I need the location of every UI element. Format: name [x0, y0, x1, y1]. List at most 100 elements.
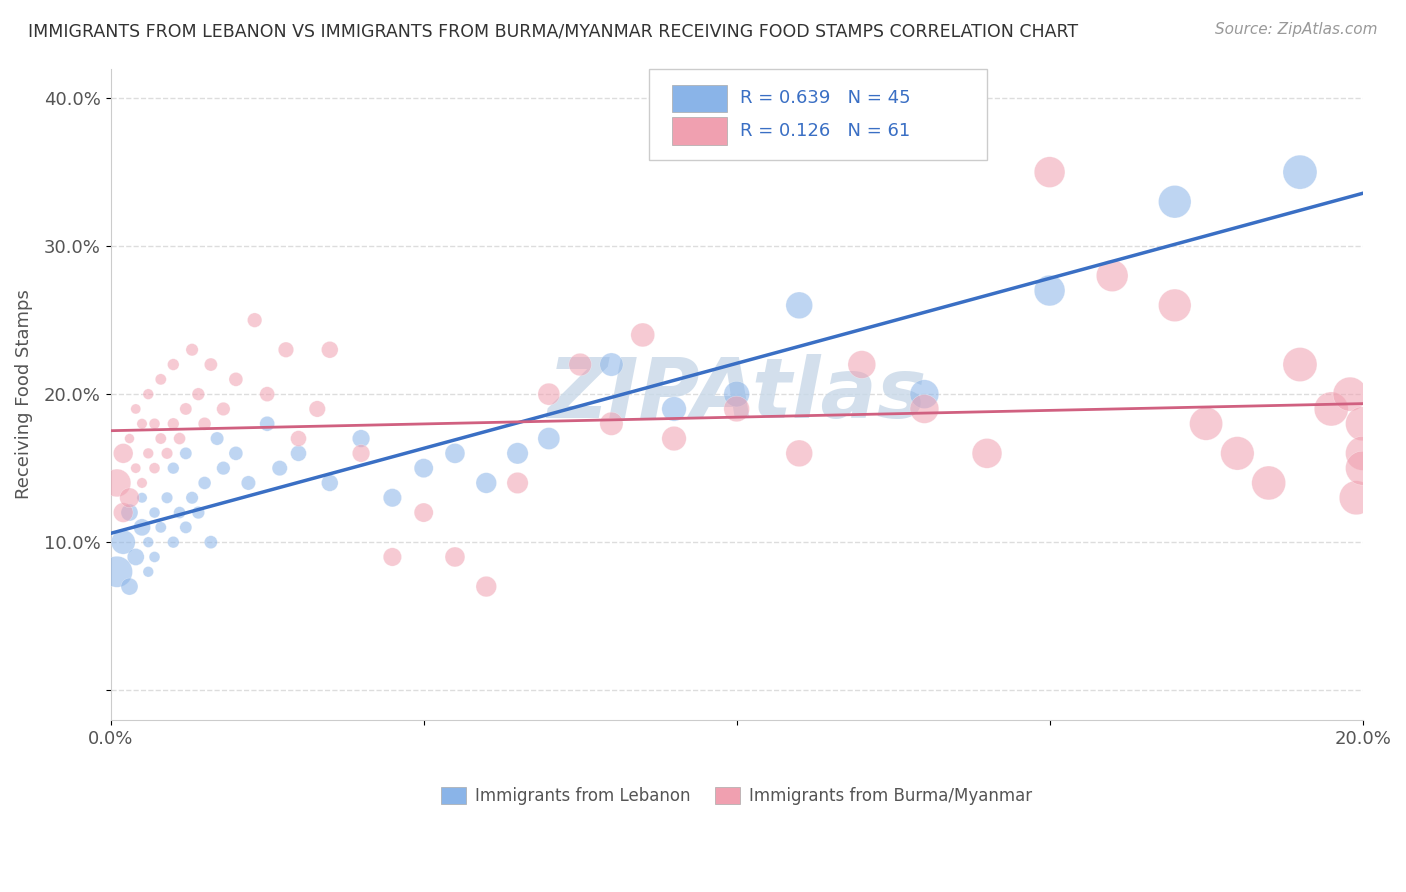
- Point: [118, 491, 141, 505]
- Point: [1226, 446, 1249, 460]
- Point: [200, 358, 222, 372]
- Point: [725, 387, 748, 401]
- Point: [1351, 417, 1374, 431]
- Point: [1164, 298, 1187, 312]
- Point: [162, 358, 184, 372]
- Point: [319, 475, 342, 490]
- Point: [287, 446, 309, 460]
- Text: R = 0.639   N = 45: R = 0.639 N = 45: [741, 89, 911, 107]
- Point: [537, 387, 560, 401]
- Point: [1195, 417, 1218, 431]
- Point: [381, 549, 404, 564]
- Point: [475, 475, 498, 490]
- Point: [569, 358, 592, 372]
- Point: [381, 491, 404, 505]
- Point: [238, 475, 260, 490]
- Point: [136, 446, 159, 460]
- Point: [1289, 165, 1312, 179]
- Point: [444, 446, 467, 460]
- Point: [243, 313, 266, 327]
- Point: [1039, 284, 1062, 298]
- Point: [187, 387, 209, 401]
- Point: [787, 298, 810, 312]
- FancyBboxPatch shape: [672, 85, 727, 112]
- Point: [256, 417, 278, 431]
- Point: [136, 387, 159, 401]
- Point: [112, 506, 135, 520]
- Point: [1289, 358, 1312, 372]
- Point: [1351, 446, 1374, 460]
- Point: [125, 401, 148, 416]
- Point: [274, 343, 297, 357]
- Point: [136, 535, 159, 549]
- Point: [287, 432, 309, 446]
- Point: [912, 401, 935, 416]
- Point: [131, 520, 153, 534]
- Point: [412, 506, 434, 520]
- Text: IMMIGRANTS FROM LEBANON VS IMMIGRANTS FROM BURMA/MYANMAR RECEIVING FOOD STAMPS C: IMMIGRANTS FROM LEBANON VS IMMIGRANTS FR…: [28, 22, 1078, 40]
- Point: [976, 446, 998, 460]
- Point: [662, 432, 685, 446]
- Point: [725, 401, 748, 416]
- Point: [143, 549, 166, 564]
- Point: [169, 432, 191, 446]
- Point: [125, 549, 148, 564]
- Point: [506, 475, 529, 490]
- Point: [125, 461, 148, 475]
- Point: [174, 520, 197, 534]
- Point: [1101, 268, 1123, 283]
- Point: [350, 432, 373, 446]
- Point: [912, 387, 935, 401]
- Point: [600, 417, 623, 431]
- Point: [162, 417, 184, 431]
- Point: [1257, 475, 1279, 490]
- Point: [225, 372, 247, 386]
- Point: [307, 401, 329, 416]
- Point: [156, 491, 179, 505]
- Point: [194, 417, 217, 431]
- Point: [1164, 194, 1187, 209]
- Point: [537, 432, 560, 446]
- Point: [212, 401, 235, 416]
- Point: [181, 343, 204, 357]
- Point: [475, 580, 498, 594]
- Point: [205, 432, 228, 446]
- Point: [256, 387, 278, 401]
- Point: [162, 535, 184, 549]
- Point: [187, 506, 209, 520]
- Point: [174, 401, 197, 416]
- Point: [662, 401, 685, 416]
- Point: [1039, 165, 1062, 179]
- Text: ZIPAtlas: ZIPAtlas: [547, 353, 927, 434]
- Point: [319, 343, 342, 357]
- Point: [225, 446, 247, 460]
- Point: [787, 446, 810, 460]
- Legend: Immigrants from Lebanon, Immigrants from Burma/Myanmar: Immigrants from Lebanon, Immigrants from…: [434, 780, 1039, 812]
- Point: [118, 580, 141, 594]
- Point: [181, 491, 204, 505]
- Point: [149, 432, 172, 446]
- Point: [162, 461, 184, 475]
- Point: [149, 372, 172, 386]
- Point: [112, 535, 135, 549]
- Text: Source: ZipAtlas.com: Source: ZipAtlas.com: [1215, 22, 1378, 37]
- Point: [112, 446, 135, 460]
- Text: R = 0.126   N = 61: R = 0.126 N = 61: [741, 122, 911, 140]
- Point: [131, 491, 153, 505]
- Point: [1351, 461, 1374, 475]
- Point: [105, 475, 128, 490]
- Point: [143, 461, 166, 475]
- Point: [600, 358, 623, 372]
- Point: [174, 446, 197, 460]
- Point: [444, 549, 467, 564]
- Point: [200, 535, 222, 549]
- Point: [194, 475, 217, 490]
- Point: [131, 475, 153, 490]
- FancyBboxPatch shape: [672, 118, 727, 145]
- Point: [1320, 401, 1343, 416]
- Point: [212, 461, 235, 475]
- Point: [118, 506, 141, 520]
- Point: [118, 432, 141, 446]
- Point: [131, 417, 153, 431]
- Point: [149, 520, 172, 534]
